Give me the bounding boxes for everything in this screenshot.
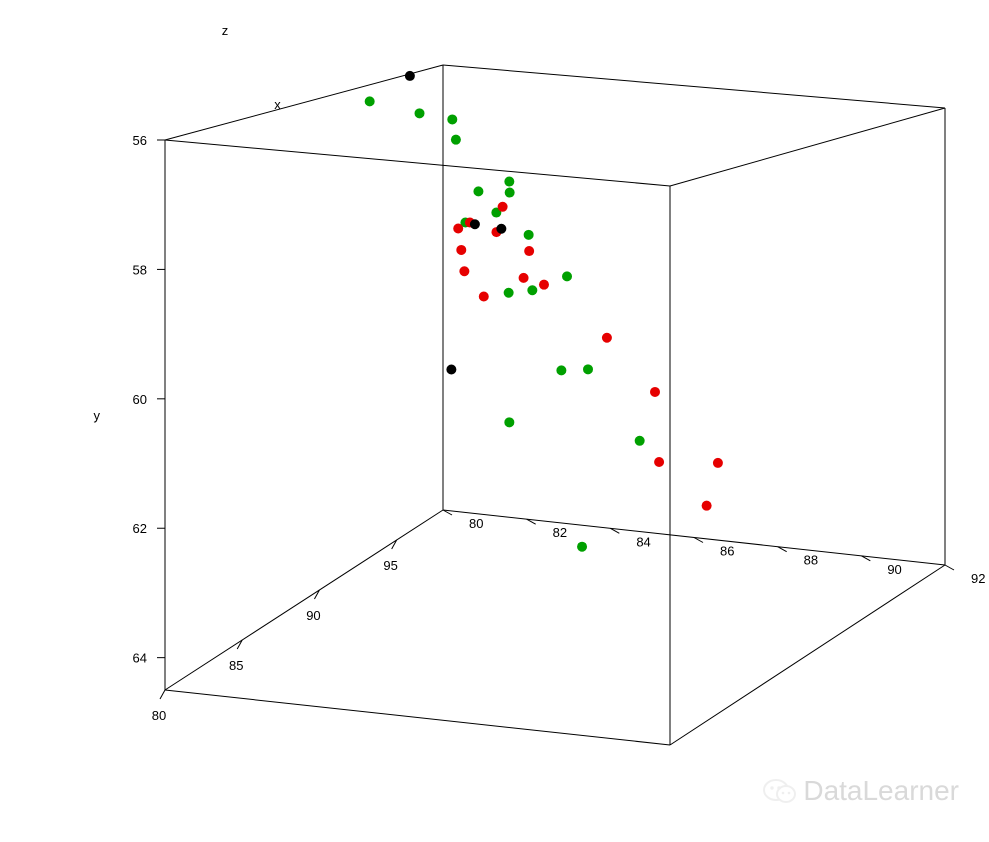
y-tick-label: 56 — [133, 133, 147, 148]
data-point-red — [498, 202, 508, 212]
z-tick-label: 88 — [804, 553, 818, 568]
data-point-green — [583, 364, 593, 374]
cube-edge — [443, 65, 945, 108]
data-point-green — [635, 436, 645, 446]
data-point-black — [470, 219, 480, 229]
data-point-red — [453, 224, 463, 234]
data-point-red — [524, 246, 534, 256]
x-tick-label: 95 — [383, 558, 397, 573]
data-point-green — [451, 135, 461, 145]
y-tick-label: 58 — [133, 262, 147, 277]
data-point-red — [519, 273, 529, 283]
z-tick-label: 84 — [636, 534, 650, 549]
data-point-red — [539, 280, 549, 290]
data-point-green — [524, 230, 534, 240]
z-tick-label: 86 — [720, 544, 734, 559]
y-tick-label: 60 — [133, 392, 147, 407]
cube-edge — [165, 140, 670, 186]
y-axis-label: y — [94, 408, 101, 423]
data-point-green — [562, 271, 572, 281]
data-point-red — [479, 291, 489, 301]
cube-edge — [165, 65, 443, 140]
data-point-red — [654, 457, 664, 467]
data-point-green — [447, 114, 457, 124]
y-tick-label: 62 — [133, 521, 147, 536]
data-point-red — [456, 245, 466, 255]
data-point-green — [365, 96, 375, 106]
y-tick-label: 64 — [133, 651, 147, 666]
data-point-red — [702, 501, 712, 511]
data-point-green — [505, 188, 515, 198]
data-point-red — [713, 458, 723, 468]
z-tick-label: 82 — [553, 525, 567, 540]
data-point-red — [650, 387, 660, 397]
data-point-red — [602, 333, 612, 343]
x-axis-label: x — [274, 97, 281, 112]
z-axis-label: z — [222, 23, 229, 38]
cube-edge — [670, 565, 945, 745]
cube-edge — [165, 690, 670, 745]
data-point-green — [504, 288, 514, 298]
data-point-green — [473, 186, 483, 196]
cube-edge — [165, 510, 443, 690]
x-tick-label: 80 — [152, 708, 166, 723]
tick-mark — [160, 690, 165, 699]
data-point-green — [504, 177, 514, 187]
data-point-green — [556, 365, 566, 375]
data-point-black — [496, 224, 506, 234]
z-tick-label: 92 — [971, 571, 985, 586]
x-tick-label: 85 — [229, 658, 243, 673]
z-tick-label: 80 — [469, 516, 483, 531]
z-tick-label: 90 — [887, 562, 901, 577]
tick-mark — [945, 565, 954, 570]
data-point-red — [459, 266, 469, 276]
data-point-green — [415, 108, 425, 118]
x-tick-label: 90 — [306, 608, 320, 623]
data-point-green — [527, 285, 537, 295]
data-point-green — [577, 542, 587, 552]
data-point-black — [446, 365, 456, 375]
data-point-black — [405, 71, 415, 81]
cube-edge — [670, 108, 945, 186]
scatter3d-plot: 56 58 60 62 64 y 80 85 90 95 x 80 82 84 86 88 90 92 z — [0, 0, 989, 842]
data-point-green — [504, 417, 514, 427]
